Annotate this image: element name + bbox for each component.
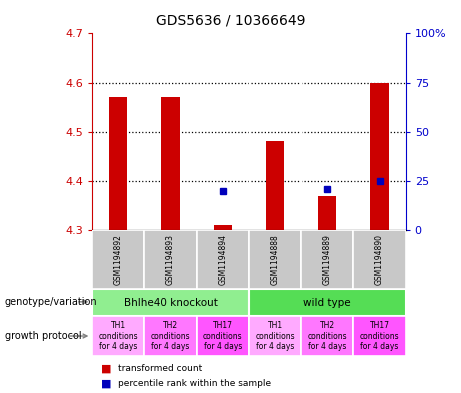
Bar — [318, 195, 337, 230]
Text: TH17
conditions
for 4 days: TH17 conditions for 4 days — [203, 321, 242, 351]
Bar — [144, 316, 197, 356]
Text: ■: ■ — [101, 364, 112, 374]
Bar — [301, 230, 354, 289]
Bar — [354, 316, 406, 356]
Bar — [266, 141, 284, 230]
Bar — [354, 230, 406, 289]
Bar — [109, 97, 127, 230]
Bar — [92, 289, 249, 316]
Text: TH17
conditions
for 4 days: TH17 conditions for 4 days — [360, 321, 399, 351]
Text: GSM1194890: GSM1194890 — [375, 234, 384, 285]
Text: growth protocol: growth protocol — [5, 331, 81, 341]
Bar — [249, 289, 406, 316]
Text: GSM1194894: GSM1194894 — [219, 234, 227, 285]
Bar — [161, 97, 180, 230]
Text: GSM1194889: GSM1194889 — [323, 234, 332, 285]
Bar — [371, 83, 389, 230]
Bar — [249, 230, 301, 289]
Text: TH1
conditions
for 4 days: TH1 conditions for 4 days — [255, 321, 295, 351]
Bar — [197, 316, 249, 356]
Text: ■: ■ — [101, 378, 112, 388]
Text: TH2
conditions
for 4 days: TH2 conditions for 4 days — [151, 321, 190, 351]
Bar — [301, 316, 354, 356]
Bar — [214, 225, 232, 230]
Bar — [197, 230, 249, 289]
Text: TH2
conditions
for 4 days: TH2 conditions for 4 days — [307, 321, 347, 351]
Text: GSM1194892: GSM1194892 — [114, 234, 123, 285]
Bar — [92, 230, 144, 289]
Text: wild type: wild type — [303, 298, 351, 308]
Text: genotype/variation: genotype/variation — [5, 297, 97, 307]
Text: TH1
conditions
for 4 days: TH1 conditions for 4 days — [99, 321, 138, 351]
Text: GDS5636 / 10366649: GDS5636 / 10366649 — [156, 14, 305, 28]
Text: Bhlhe40 knockout: Bhlhe40 knockout — [124, 298, 218, 308]
Text: GSM1194893: GSM1194893 — [166, 234, 175, 285]
Bar — [249, 316, 301, 356]
Text: percentile rank within the sample: percentile rank within the sample — [118, 379, 271, 387]
Text: transformed count: transformed count — [118, 364, 202, 373]
Bar — [144, 230, 197, 289]
Text: GSM1194888: GSM1194888 — [271, 234, 279, 285]
Bar — [92, 316, 144, 356]
